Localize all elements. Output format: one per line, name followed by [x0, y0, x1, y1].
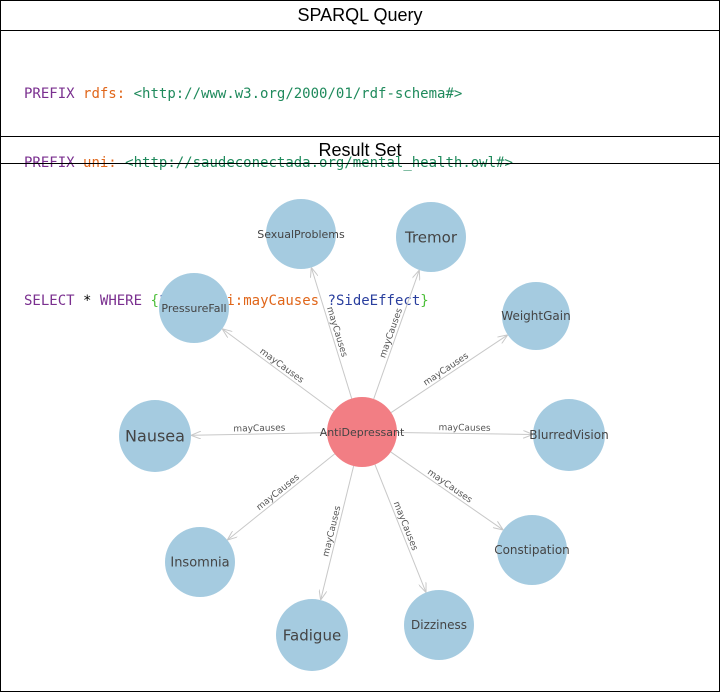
close-brace: } — [420, 293, 429, 309]
node-label: Fadigue — [283, 626, 341, 644]
predicate: uni:mayCauses — [209, 293, 320, 309]
select-keyword: SELECT — [24, 293, 75, 309]
edge-label: mayCauses — [257, 347, 305, 386]
node-label: Dizziness — [411, 618, 467, 632]
edge-constipation — [390, 451, 503, 530]
prefix-name: rdfs: — [83, 86, 126, 102]
edge-pressurefall — [223, 329, 335, 412]
node-sexualproblems[interactable]: SexualProblems — [257, 199, 345, 269]
node-dizziness[interactable]: Dizziness — [404, 590, 474, 660]
edge-label: mayCauses — [425, 468, 474, 506]
edge-label: mayCauses — [233, 423, 286, 434]
nodes-group: SexualProblems Tremor WeightGain BlurredVis… — [119, 199, 609, 671]
edge-weightgain — [390, 335, 507, 414]
edge-nausea — [192, 433, 328, 436]
node-antidepressant[interactable]: AntiDepressant — [320, 397, 405, 467]
node-label: WeightGain — [501, 309, 570, 323]
node-circle[interactable] — [396, 202, 466, 272]
edge-insomnia — [228, 453, 336, 540]
edge-sexualproblems — [312, 268, 353, 399]
edge-fadigue — [321, 465, 355, 599]
node-pressurefall[interactable]: PressureFall — [159, 273, 229, 343]
query-line-1: PREFIX rdfs: <http://www.w3.org/2000/01/… — [24, 83, 513, 106]
node-circle[interactable] — [404, 590, 474, 660]
node-circle[interactable] — [276, 599, 348, 671]
result-graph: mayCauses mayCauses mayCauses mayCauses mayC… — [1, 163, 721, 693]
node-constipation[interactable]: Constipation — [494, 515, 570, 585]
node-circle[interactable] — [159, 273, 229, 343]
node-fadigue[interactable]: Fadigue — [276, 599, 348, 671]
graph-canvas: mayCauses mayCausesmayCausesmayCausesmayC… — [119, 199, 609, 671]
node-blurredvision[interactable]: BlurredVision — [529, 399, 609, 471]
node-nausea[interactable]: Nausea — [119, 400, 191, 472]
node-circle[interactable] — [502, 282, 570, 350]
select-star: * — [83, 293, 92, 309]
prefix-iri: <http://www.w3.org/2000/01/rdf-schema#> — [133, 86, 463, 102]
node-circle[interactable] — [165, 527, 235, 597]
edge-label: mayCauses — [321, 505, 343, 558]
node-label: Nausea — [125, 427, 185, 446]
center-node-circle[interactable] — [327, 397, 397, 467]
edge-label: mayCauses — [391, 500, 420, 552]
node-label: Insomnia — [170, 556, 229, 571]
center-node-label: AntiDepressant — [320, 426, 405, 439]
node-tremor[interactable]: Tremor — [396, 202, 466, 272]
node-circle[interactable] — [119, 400, 191, 472]
node-label: SexualProblems — [257, 228, 345, 241]
node-label: BlurredVision — [529, 428, 608, 442]
query-line-3: SELECT * WHERE {?Drug uni:mayCauses ?Sid… — [24, 290, 513, 313]
edge-dizziness — [374, 464, 426, 592]
edge-label: mayCauses — [255, 472, 302, 513]
result-header: Result Set — [1, 136, 719, 164]
node-circle[interactable] — [533, 399, 605, 471]
open-brace: { — [150, 293, 159, 309]
edge-label: mayCauses — [438, 423, 490, 434]
object-variable: ?SideEffect — [327, 293, 421, 309]
prefix-keyword: PREFIX — [24, 86, 75, 102]
node-label: Tremor — [404, 228, 458, 246]
query-header: SPARQL Query — [1, 1, 719, 31]
edge-blurredvision — [396, 433, 532, 435]
where-keyword: WHERE — [99, 293, 143, 309]
edge-tremor — [373, 271, 419, 400]
node-insomnia[interactable]: Insomnia — [165, 527, 235, 597]
node-weightgain[interactable]: WeightGain — [501, 282, 571, 350]
edge-label: mayCauses — [422, 351, 471, 388]
edge-label: mayCauses — [378, 307, 405, 360]
node-label: PressureFall — [161, 302, 226, 315]
node-circle[interactable] — [266, 199, 336, 269]
node-circle[interactable] — [497, 515, 567, 585]
node-label: Constipation — [494, 543, 570, 557]
